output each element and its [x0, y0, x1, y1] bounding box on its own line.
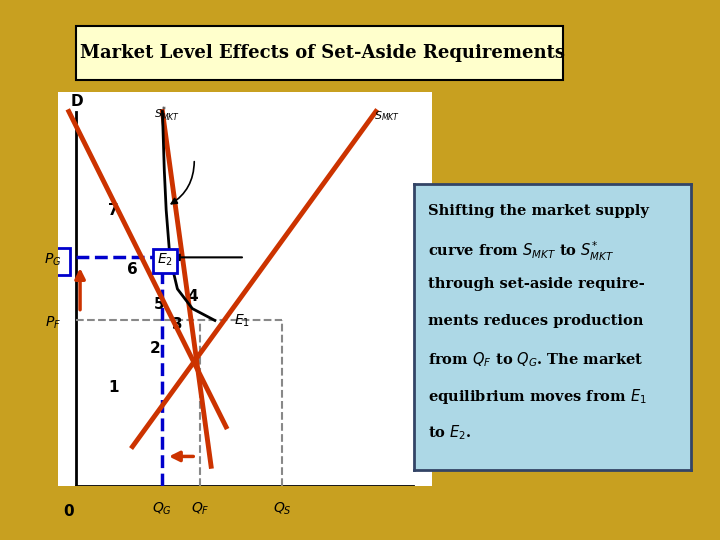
Text: from $Q_F$ to $Q_G$. The market: from $Q_F$ to $Q_G$. The market: [428, 350, 644, 369]
Text: 4: 4: [187, 289, 198, 304]
Text: 1: 1: [109, 380, 119, 395]
Text: $Q_G$: $Q_G$: [153, 501, 172, 517]
Text: 2: 2: [150, 341, 161, 355]
Text: $E_2$: $E_2$: [157, 252, 173, 268]
Text: 5: 5: [153, 297, 164, 312]
FancyBboxPatch shape: [37, 247, 70, 275]
Text: $E_1$: $E_1$: [233, 312, 250, 329]
Text: $S_{MKT}^{*}$: $S_{MKT}^{*}$: [154, 104, 180, 124]
Text: equilibrium moves from $E_1$: equilibrium moves from $E_1$: [428, 387, 647, 406]
Text: ments reduces production: ments reduces production: [428, 314, 643, 328]
Text: D: D: [71, 93, 84, 109]
Text: Shifting the market supply: Shifting the market supply: [428, 204, 649, 218]
Text: curve from $S_{MKT}$ to $S_{MKT}^{*}$: curve from $S_{MKT}$ to $S_{MKT}^{*}$: [428, 240, 614, 264]
Text: 6: 6: [127, 262, 138, 276]
Text: $Q_F$: $Q_F$: [191, 501, 210, 517]
Text: 7: 7: [109, 202, 119, 218]
FancyBboxPatch shape: [148, 496, 176, 522]
Text: through set-aside require-: through set-aside require-: [428, 277, 644, 291]
Text: Market Level Effects of Set-Aside Requirements: Market Level Effects of Set-Aside Requir…: [80, 44, 565, 62]
Text: $S_{MKT}$: $S_{MKT}$: [374, 110, 400, 123]
Text: $P_G$: $P_G$: [45, 252, 62, 268]
Text: 0: 0: [63, 504, 73, 519]
Text: 3: 3: [172, 317, 183, 332]
Text: $Q_S$: $Q_S$: [273, 501, 292, 517]
FancyBboxPatch shape: [76, 26, 563, 80]
Text: to $E_2$.: to $E_2$.: [428, 423, 472, 442]
Text: $P_F$: $P_F$: [45, 315, 61, 332]
FancyBboxPatch shape: [153, 249, 177, 273]
